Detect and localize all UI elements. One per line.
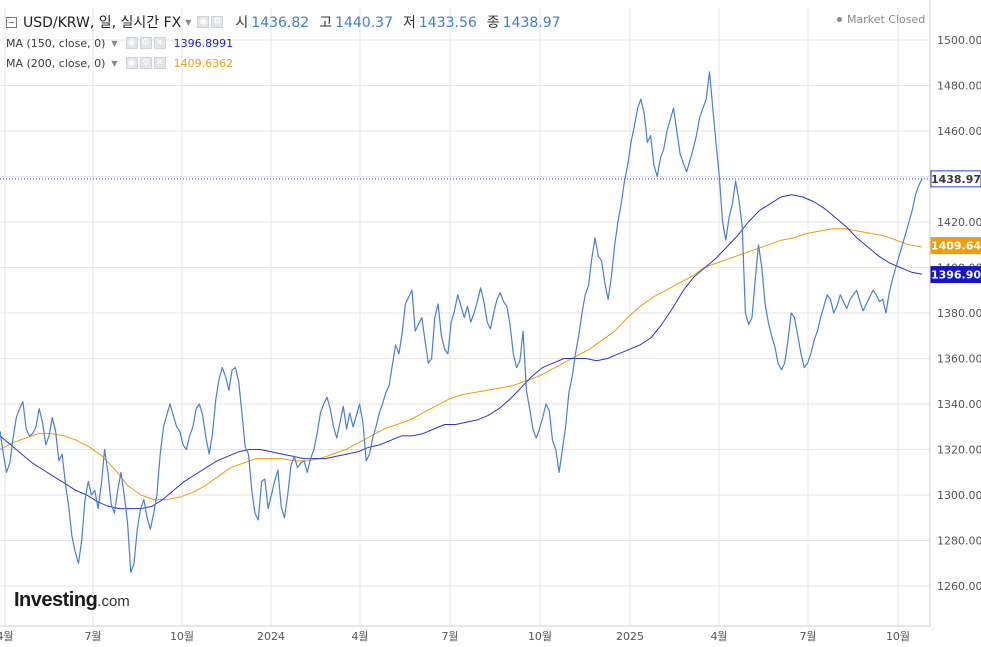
chevron-down-icon[interactable]: ▼ xyxy=(185,17,192,27)
ma200-value: 1409.6362 xyxy=(173,56,234,70)
eye-icon[interactable]: ◉ xyxy=(125,57,138,69)
close-icon[interactable]: ✕ xyxy=(153,37,166,49)
y-tick-label: 1320.00 xyxy=(937,444,981,457)
x-tick-label: 2025 xyxy=(616,630,644,643)
x-tick-label: 7월 xyxy=(441,630,458,643)
ohlc-low: 저 1433.56 xyxy=(402,15,477,31)
x-tick-label: 4월 xyxy=(0,630,14,643)
ma150-name[interactable]: MA (150, close, 0) xyxy=(6,36,106,50)
price-labels: 1438.97 1409.64 1396.90 xyxy=(930,170,981,284)
y-tick-label: 1420.00 xyxy=(937,216,981,229)
ohlc-close: 종 1438.97 xyxy=(486,15,561,31)
eye-icon[interactable]: ◉ xyxy=(125,37,138,49)
gear-icon[interactable]: ⚙ xyxy=(139,37,152,49)
investing-logo: Investing.com xyxy=(14,589,130,611)
ma150-label-text: 1396.90 xyxy=(931,269,981,282)
last-price-label-box xyxy=(930,170,981,188)
y-tick-label: 1460.00 xyxy=(937,125,981,138)
chevron-down-icon[interactable]: ▼ xyxy=(111,58,118,68)
x-tick-label: 2024 xyxy=(257,630,285,643)
x-tick-label: 4월 xyxy=(351,630,368,643)
y-tick-label: 1480.00 xyxy=(937,80,981,93)
y-tick-label: 1260.00 xyxy=(937,580,981,593)
ma150-legend: MA (150, close, 0) ▼ ◉ ⚙ ✕ 1396.8991 xyxy=(6,35,233,51)
x-tick-label: 7월 xyxy=(799,630,816,643)
symbol-title[interactable]: USD/KRW, 일, 실시간 FX xyxy=(23,15,182,31)
ma200-line xyxy=(0,228,923,501)
ma200-label-box xyxy=(930,237,981,255)
x-tick-label: 4월 xyxy=(710,630,727,643)
y-tick-label: 1360.00 xyxy=(937,353,981,366)
ma200-label-text: 1409.64 xyxy=(931,240,981,253)
x-tick-label: 10월 xyxy=(886,630,910,643)
grid-lines xyxy=(0,8,930,626)
ma150-label-box xyxy=(930,266,981,284)
ma200-name[interactable]: MA (200, close, 0) xyxy=(6,56,106,70)
gear-icon[interactable]: ⚙ xyxy=(211,16,224,28)
y-tick-label: 1340.00 xyxy=(937,398,981,411)
gear-icon[interactable]: ⚙ xyxy=(139,57,152,69)
last-price-label: 1438.97 xyxy=(930,170,981,188)
x-tick-label: 10월 xyxy=(170,630,194,643)
ma150-label: 1396.90 xyxy=(930,266,981,284)
close-icon[interactable]: ✕ xyxy=(153,57,166,69)
ma150-line xyxy=(0,194,923,510)
y-tick-label: 1280.00 xyxy=(937,535,981,548)
ohlc-open: 시 1436.82 xyxy=(235,15,310,31)
market-status: Market Closed xyxy=(837,13,925,26)
series-layer xyxy=(0,71,930,574)
ma200-legend: MA (200, close, 0) ▼ ◉ ⚙ ✕ 1409.6362 xyxy=(6,55,233,71)
eye-icon[interactable]: ◉ xyxy=(197,16,210,28)
symbol-row: USD/KRW, 일, 실시간 FX ▼ ◉ ⚙ 시 1436.82 고 1440.… xyxy=(6,11,561,33)
collapse-icon[interactable] xyxy=(6,16,17,28)
ma150-value: 1396.8991 xyxy=(173,36,234,50)
ohlc-high: 고 1440.37 xyxy=(319,15,393,31)
x-tick-label: 10월 xyxy=(528,630,552,643)
last-price-label-text: 1438.97 xyxy=(931,173,981,186)
chevron-down-icon[interactable]: ▼ xyxy=(111,38,118,48)
x-tick-label: 7월 xyxy=(84,630,101,643)
price-line xyxy=(0,71,923,574)
ma200-label: 1409.64 xyxy=(930,237,981,255)
y-tick-label: 1500.00 xyxy=(937,34,981,47)
status-dot-icon xyxy=(837,16,842,22)
y-tick-label: 1300.00 xyxy=(937,489,981,502)
y-tick-label: 1380.00 xyxy=(937,307,981,320)
